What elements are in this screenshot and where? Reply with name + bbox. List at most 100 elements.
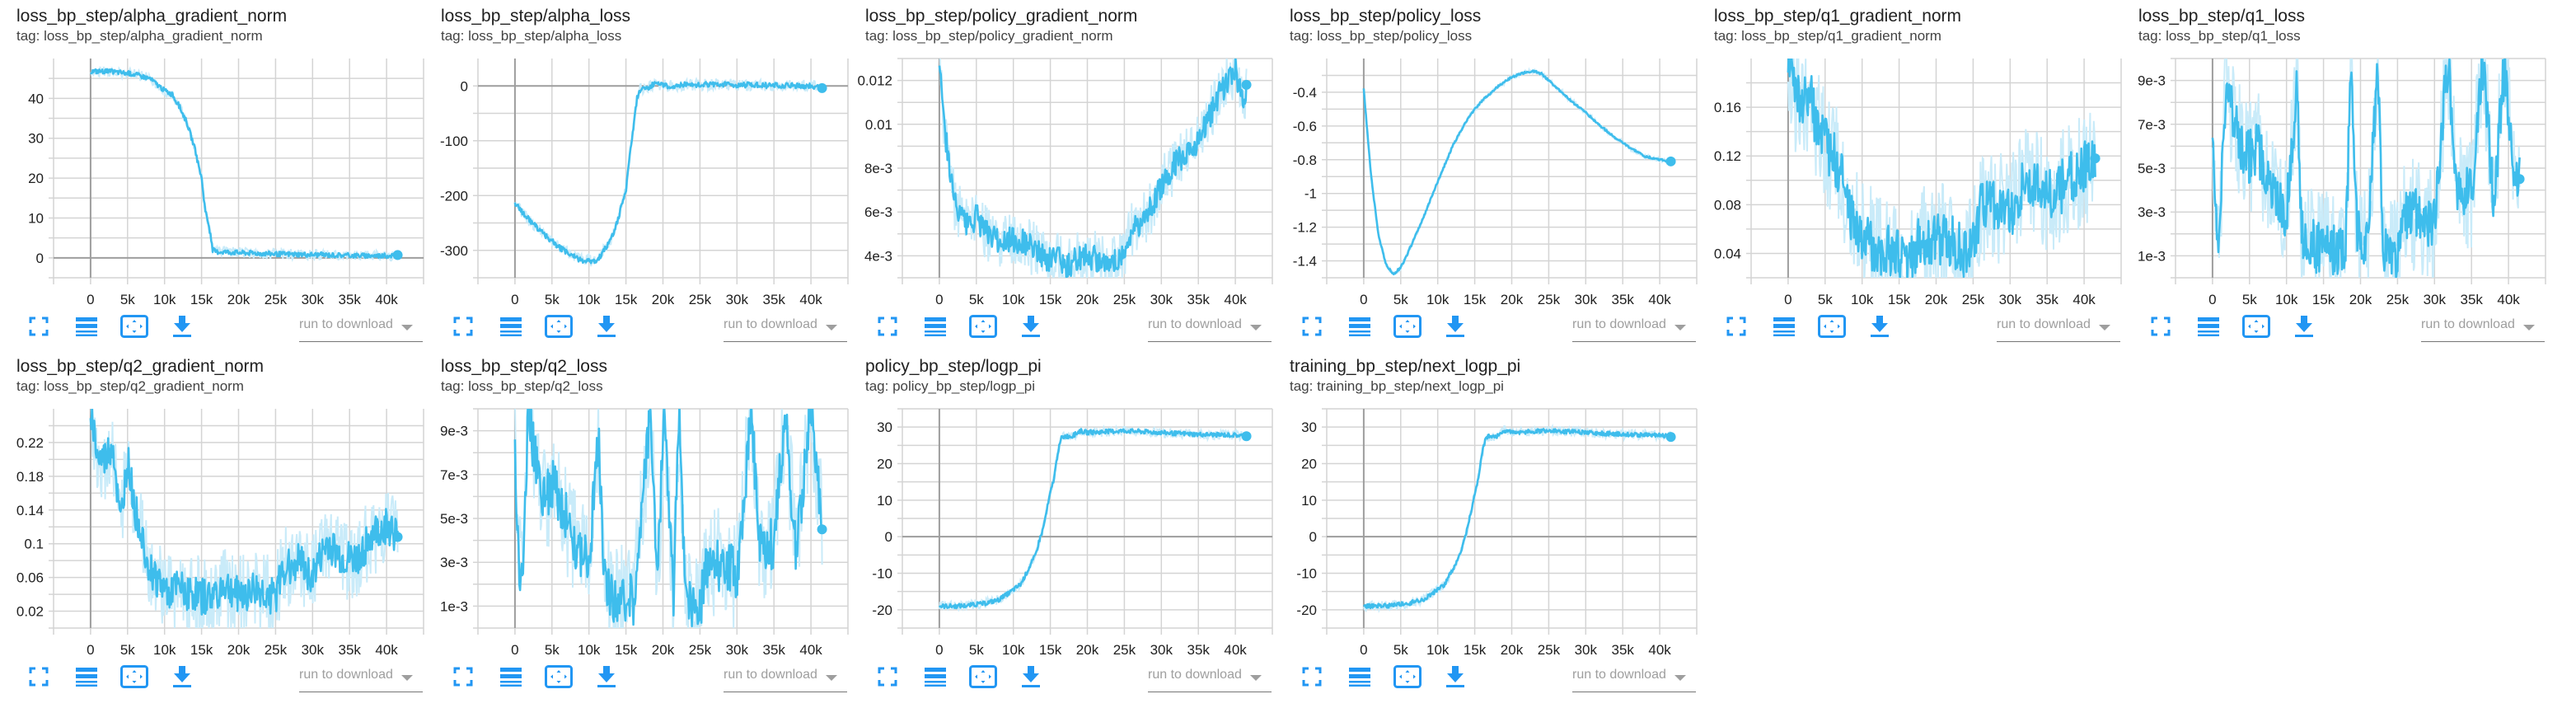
download-button[interactable] — [1441, 312, 1469, 340]
last-point-marker — [1241, 431, 1252, 442]
card-tag: tag: loss_bp_step/alpha_gradient_norm — [16, 28, 263, 44]
line-chart[interactable]: 0.04 0.08 0.12 0.16 0 5k 10k 15k 20k 25k 30k 35k 40k — [1698, 49, 2122, 313]
download-button[interactable] — [2290, 312, 2318, 340]
y-tick-label: 0.04 — [1714, 246, 1741, 261]
y-tick-label: 0 — [36, 251, 44, 266]
download-button[interactable] — [1441, 663, 1469, 691]
x-tick-label: 30k — [1575, 292, 1598, 307]
toggle-log-scale-button[interactable] — [1770, 312, 1798, 340]
line-chart[interactable]: 1e-3 3e-3 5e-3 7e-3 9e-3 0 5k 10k 15k 20k 25k 30k 35… — [424, 400, 849, 663]
fit-domain-button[interactable] — [545, 663, 573, 691]
fit-domain-button[interactable] — [1393, 312, 1421, 340]
line-chart[interactable]: -20 -10 0 10 20 30 0 5k 10k 15k 20k 25k 30k 35k 40k — [849, 400, 1273, 663]
download-icon — [1022, 316, 1040, 337]
x-tick-label: 0 — [87, 642, 94, 658]
fullscreen-button[interactable] — [449, 312, 477, 340]
fit-domain-button[interactable] — [969, 663, 997, 691]
card-title: loss_bp_step/q1_gradient_norm — [1714, 7, 1962, 26]
run-to-download-select[interactable]: run to download — [1572, 663, 1696, 692]
fullscreen-icon — [453, 316, 473, 336]
fullscreen-button[interactable] — [873, 663, 902, 691]
x-tick-label: 0 — [511, 642, 518, 658]
download-button[interactable] — [592, 312, 621, 340]
x-tick-label: 10k — [1851, 292, 1874, 307]
fit-domain-button[interactable] — [545, 312, 573, 340]
fullscreen-button[interactable] — [449, 663, 477, 691]
fit-domain-button[interactable] — [120, 312, 148, 340]
line-chart[interactable]: 4e-3 6e-3 8e-3 0.01 0.012 0 5k 10k 15k 20k 25k 30k 3… — [849, 49, 1273, 313]
download-button[interactable] — [1866, 312, 1894, 340]
fullscreen-button[interactable] — [873, 312, 902, 340]
fullscreen-button[interactable] — [25, 663, 53, 691]
toggle-log-scale-button[interactable] — [497, 663, 525, 691]
toggle-log-scale-button[interactable] — [73, 312, 101, 340]
line-chart[interactable]: -1.4 -1.2 -1 -0.8 -0.6 -0.4 0 5k 10k 15k 20k 25k 30k… — [1273, 49, 1698, 313]
toggle-log-scale-button[interactable] — [497, 312, 525, 340]
toggle-log-scale-button[interactable] — [1346, 312, 1374, 340]
fullscreen-button[interactable] — [1298, 312, 1326, 340]
raw-series-line — [89, 66, 399, 263]
run-to-download-select[interactable]: run to download — [724, 663, 847, 692]
raw-series-line — [513, 76, 823, 267]
run-to-download-select[interactable]: run to download — [1148, 663, 1272, 692]
x-tick-label: 5k — [1393, 292, 1408, 307]
toggle-log-scale-button[interactable] — [73, 663, 101, 691]
run-to-download-select[interactable]: run to download — [1997, 313, 2120, 342]
download-button[interactable] — [168, 663, 196, 691]
download-button[interactable] — [1017, 663, 1045, 691]
smoothed-series-line — [513, 81, 823, 265]
y-tick-label: 7e-3 — [2138, 117, 2166, 133]
x-tick-label: 40k — [1648, 642, 1671, 658]
download-icon — [1446, 316, 1464, 337]
download-button[interactable] — [1017, 312, 1045, 340]
smoothed-series-line — [938, 59, 1248, 278]
dropdown-arrow-icon — [1250, 325, 1262, 331]
scalar-card: loss_bp_step/q1_gradient_norm tag: loss_… — [1698, 0, 2122, 350]
line-chart[interactable]: 1e-3 3e-3 5e-3 7e-3 9e-3 0 5k 10k 15k 20k 25k 30k 35… — [2122, 49, 2546, 313]
last-point-marker — [392, 250, 403, 260]
fullscreen-button[interactable] — [2147, 312, 2175, 340]
toggle-log-scale-button[interactable] — [2194, 312, 2222, 340]
toggle-log-scale-button[interactable] — [1346, 663, 1374, 691]
x-tick-label: 0 — [1360, 292, 1367, 307]
chart-svg: -20 -10 0 10 20 30 0 5k 10k 15k 20k 25k 30k 35k 40k — [1296, 408, 1698, 658]
run-to-download-select[interactable]: run to download — [299, 313, 423, 342]
fit-domain-button[interactable] — [1818, 312, 1846, 340]
fit-domain-button[interactable] — [969, 312, 997, 340]
x-tick-label: 40k — [2073, 292, 2096, 307]
run-to-download-select[interactable]: run to download — [724, 313, 847, 342]
fullscreen-button[interactable] — [25, 312, 53, 340]
toggle-log-scale-button[interactable] — [921, 312, 949, 340]
x-tick-label: 35k — [762, 642, 785, 658]
y-tick-label: 10 — [28, 210, 44, 226]
fit-domain-button[interactable] — [2242, 312, 2270, 340]
run-to-download-select[interactable]: run to download — [299, 663, 423, 692]
dropdown-arrow-icon — [2523, 325, 2535, 331]
line-chart[interactable]: -300 -200 -100 0 0 5k 10k 15k 20k 25k 30k 35k 40k — [424, 49, 849, 313]
fullscreen-button[interactable] — [1722, 312, 1750, 340]
fit-domain-button[interactable] — [1393, 663, 1421, 691]
fit-domain-icon — [120, 315, 148, 338]
run-to-download-select[interactable]: run to download — [1148, 313, 1272, 342]
line-chart[interactable]: -20 -10 0 10 20 30 0 5k 10k 15k 20k 25k 30k 35k 40k — [1273, 400, 1698, 663]
fullscreen-icon — [453, 667, 473, 687]
run-to-download-select[interactable]: run to download — [1572, 313, 1696, 342]
fit-domain-button[interactable] — [120, 663, 148, 691]
x-tick-label: 15k — [1888, 292, 1911, 307]
run-to-download-select[interactable]: run to download — [2421, 313, 2545, 342]
y-tick-label: 20 — [1301, 457, 1317, 472]
last-point-marker — [392, 532, 403, 542]
card-tag: tag: training_bp_step/next_logp_pi — [1290, 378, 1504, 394]
x-tick-label: 20k — [1925, 292, 1948, 307]
y-tick-label: -1.2 — [1293, 220, 1317, 236]
download-button[interactable] — [168, 312, 196, 340]
line-chart[interactable]: 0.02 0.06 0.1 0.14 0.18 0.22 0 5k 10k 15k 20k 25k 30… — [0, 400, 424, 663]
fullscreen-button[interactable] — [1298, 663, 1326, 691]
toggle-log-scale-button[interactable] — [921, 663, 949, 691]
y-tick-label: 20 — [28, 171, 44, 186]
smoothed-series-line — [1362, 428, 1672, 610]
y-tick-label: -0.8 — [1293, 152, 1317, 168]
line-chart[interactable]: 0 10 20 30 40 0 5k 10k 15k 20k 25k 30k 35k 40k — [0, 49, 424, 313]
download-button[interactable] — [592, 663, 621, 691]
x-tick-label: 15k — [1039, 642, 1062, 658]
